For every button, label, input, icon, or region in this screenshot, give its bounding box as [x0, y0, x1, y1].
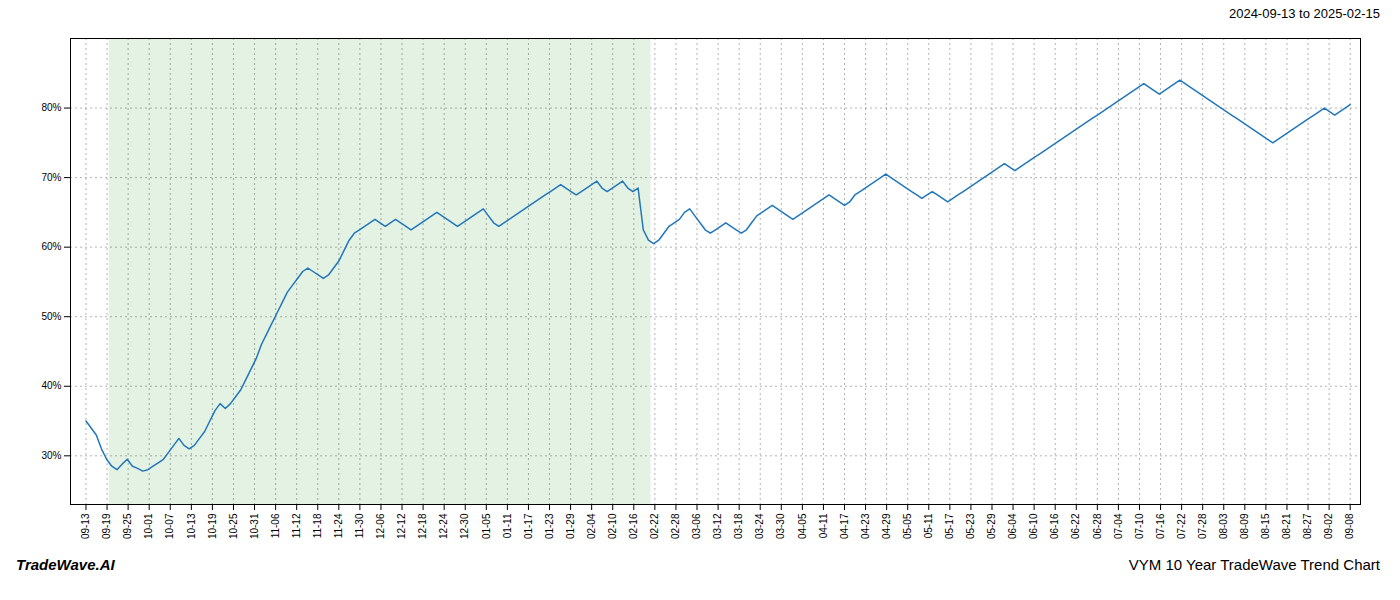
svg-text:01-05: 01-05: [481, 513, 492, 539]
svg-text:12-30: 12-30: [459, 513, 470, 539]
svg-text:12-18: 12-18: [417, 513, 428, 539]
svg-text:11-06: 11-06: [270, 513, 281, 538]
svg-text:03-18: 03-18: [733, 513, 744, 539]
svg-text:04-23: 04-23: [860, 513, 871, 539]
svg-text:11-24: 11-24: [333, 513, 344, 538]
svg-text:04-11: 04-11: [818, 513, 829, 538]
html-text:VYM 10 Year TradeWave Trend Ch: VYM 10 Year TradeWave Trend Chart: [1128, 556, 1380, 573]
svg-text:10-25: 10-25: [228, 513, 239, 539]
svg-text:09-13: 09-13: [80, 513, 91, 539]
svg-text:10-19: 10-19: [207, 513, 218, 539]
svg-text:05-29: 05-29: [986, 513, 997, 539]
svg-text:12-12: 12-12: [396, 513, 407, 539]
svg-text:08-21: 08-21: [1281, 513, 1292, 539]
html-text:TradeWave.AI: TradeWave.AI: [16, 556, 115, 573]
svg-text:06-10: 06-10: [1028, 513, 1039, 539]
svg-text:03-30: 03-30: [775, 513, 786, 539]
svg-text:01-23: 01-23: [544, 513, 555, 539]
svg-text:01-29: 01-29: [565, 513, 576, 539]
svg-text:60%: 60%: [41, 241, 61, 252]
svg-text:06-04: 06-04: [1007, 513, 1018, 539]
svg-text:11-12: 11-12: [291, 513, 302, 538]
svg-text:10-01: 10-01: [143, 513, 154, 539]
svg-text:05-11: 05-11: [923, 513, 934, 538]
svg-text:80%: 80%: [41, 102, 61, 113]
svg-text:01-17: 01-17: [523, 513, 534, 539]
svg-text:02-04: 02-04: [586, 513, 597, 539]
svg-text:03-24: 03-24: [754, 513, 765, 539]
svg-text:07-10: 07-10: [1134, 513, 1145, 539]
svg-text:06-22: 06-22: [1070, 513, 1081, 539]
svg-text:01-11: 01-11: [502, 513, 513, 538]
svg-text:03-12: 03-12: [712, 513, 723, 539]
svg-text:30%: 30%: [41, 450, 61, 461]
svg-text:07-28: 07-28: [1197, 513, 1208, 539]
svg-text:09-02: 09-02: [1323, 513, 1334, 539]
svg-text:10-31: 10-31: [249, 513, 260, 539]
svg-text:08-09: 08-09: [1239, 513, 1250, 539]
html-text:2024-09-13 to 2025-02-15: 2024-09-13 to 2025-02-15: [1228, 6, 1380, 21]
svg-text:07-16: 07-16: [1155, 513, 1166, 539]
svg-text:03-06: 03-06: [691, 513, 702, 539]
svg-text:07-22: 07-22: [1176, 513, 1187, 539]
svg-text:02-22: 02-22: [649, 513, 660, 539]
svg-text:09-08: 09-08: [1344, 513, 1355, 539]
svg-text:11-18: 11-18: [312, 513, 323, 538]
svg-text:02-28: 02-28: [670, 513, 681, 539]
svg-text:50%: 50%: [41, 311, 61, 322]
svg-text:08-27: 08-27: [1302, 513, 1313, 539]
svg-text:09-25: 09-25: [122, 513, 133, 539]
svg-text:09-19: 09-19: [101, 513, 112, 539]
svg-text:06-28: 06-28: [1092, 513, 1103, 539]
svg-text:08-15: 08-15: [1260, 513, 1271, 539]
svg-text:04-17: 04-17: [839, 513, 850, 539]
svg-text:11-30: 11-30: [354, 513, 365, 538]
svg-text:10-13: 10-13: [186, 513, 197, 539]
svg-text:10-07: 10-07: [164, 513, 175, 539]
svg-text:05-05: 05-05: [902, 513, 913, 539]
svg-text:07-04: 07-04: [1113, 513, 1124, 539]
svg-text:08-03: 08-03: [1218, 513, 1229, 539]
svg-text:06-16: 06-16: [1049, 513, 1060, 539]
svg-text:02-10: 02-10: [607, 513, 618, 539]
svg-text:40%: 40%: [41, 380, 61, 391]
svg-text:05-23: 05-23: [965, 513, 976, 539]
svg-text:04-05: 04-05: [797, 513, 808, 539]
svg-text:12-06: 12-06: [375, 513, 386, 539]
svg-text:70%: 70%: [41, 172, 61, 183]
svg-text:02-16: 02-16: [628, 513, 639, 539]
svg-text:05-17: 05-17: [944, 513, 955, 539]
svg-text:04-29: 04-29: [881, 513, 892, 539]
svg-text:12-24: 12-24: [438, 513, 449, 539]
